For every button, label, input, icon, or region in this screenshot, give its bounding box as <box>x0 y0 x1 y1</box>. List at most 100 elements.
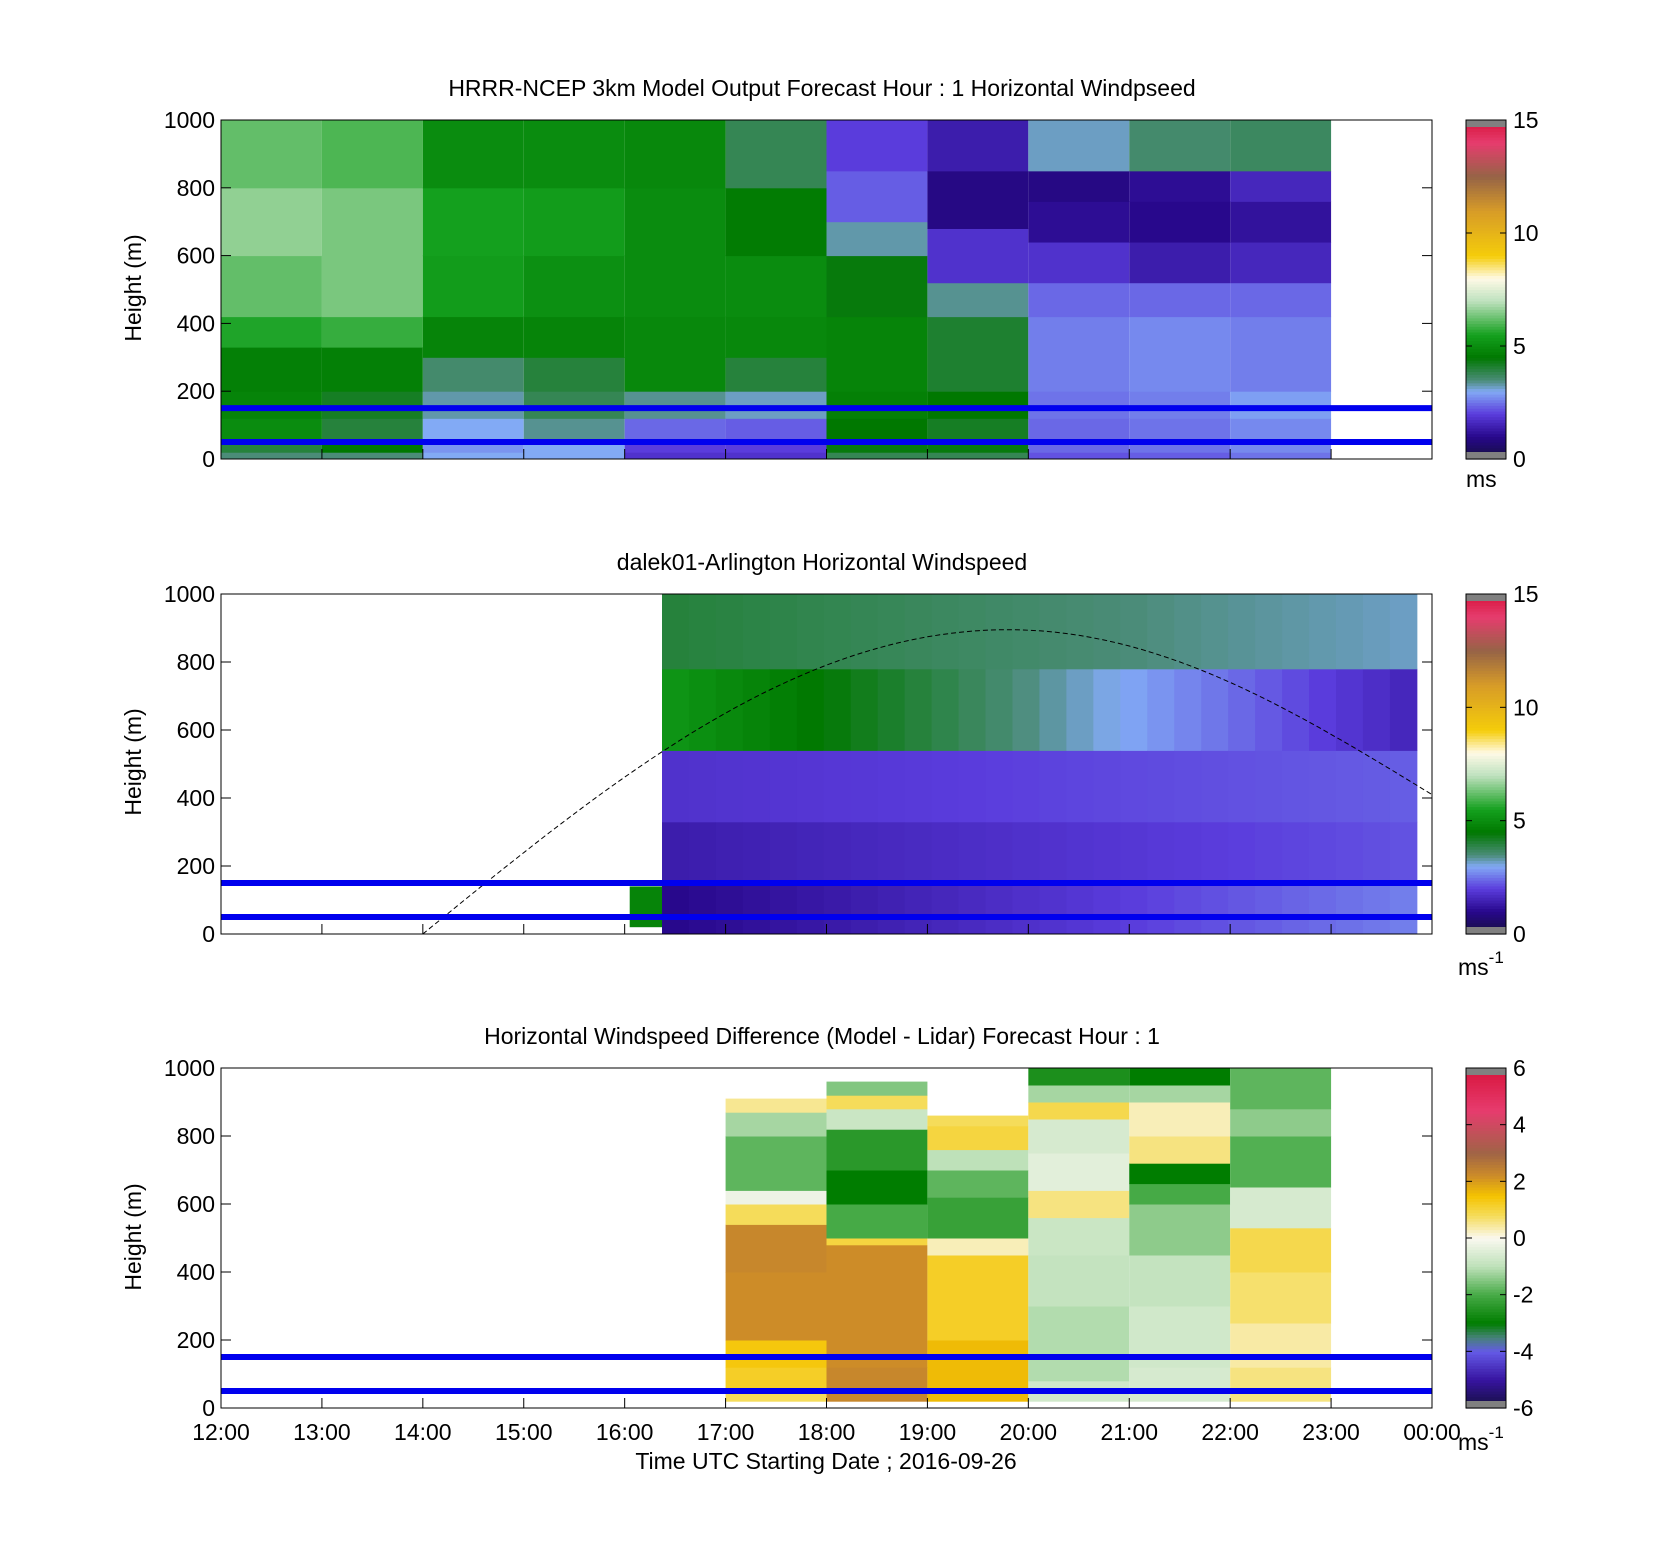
heatmap-cell <box>927 1197 1029 1239</box>
colorbar-tick-label: 0 <box>1513 1225 1526 1251</box>
colorbar-segment <box>1466 1393 1506 1398</box>
colorbar-segment <box>1466 826 1506 830</box>
heatmap-cell <box>826 1108 928 1130</box>
colorbar-segment <box>1466 718 1506 723</box>
profile-cell <box>1012 750 1040 823</box>
profile-cell <box>796 883 825 935</box>
colorbar-segment <box>1466 213 1506 217</box>
colorbar-segment <box>1466 880 1506 884</box>
heatmap-cell <box>927 1115 1029 1127</box>
heatmap-cell <box>523 187 625 257</box>
colorbar-segment <box>1466 379 1506 384</box>
profile-cell <box>1093 821 1121 884</box>
profile-cell <box>688 750 717 823</box>
heatmap-cell <box>221 391 322 419</box>
profile-cell <box>1228 821 1256 884</box>
lidar-panel-ylabel: Height (m) <box>120 708 146 815</box>
colorbar-segment <box>1466 170 1506 175</box>
heatmap-cell <box>725 316 827 358</box>
profile-cell <box>958 821 987 884</box>
colorbar-segment <box>1466 156 1506 161</box>
colorbar-segment <box>1466 306 1506 310</box>
heatmap-cell <box>321 452 423 460</box>
heatmap-cell <box>1028 1085 1130 1103</box>
colorbar-segment <box>1466 297 1506 302</box>
colorbar-segment <box>1466 1198 1506 1202</box>
colorbar-segment <box>1466 1274 1506 1279</box>
colorbar-segment <box>1466 681 1506 686</box>
colorbar-segment <box>1466 1263 1506 1267</box>
colorbar-segment <box>1466 391 1506 395</box>
heatmap-cell <box>523 418 625 440</box>
x-tick-label: 21:00 <box>1100 1419 1158 1445</box>
colorbar-segment <box>1466 1240 1506 1245</box>
colorbar-segment <box>1466 1167 1506 1171</box>
colorbar-segment <box>1466 1272 1506 1276</box>
heatmap-cell <box>624 316 726 358</box>
colorbar-segment <box>1466 331 1506 336</box>
profile-cell <box>1362 883 1391 935</box>
colorbar-segment <box>1466 673 1506 677</box>
y-tick-label: 400 <box>177 785 215 811</box>
heatmap-cell <box>523 255 625 318</box>
y-tick-label: 200 <box>177 1327 215 1353</box>
profile-cell <box>1039 883 1067 935</box>
heatmap-cell <box>321 391 423 419</box>
colorbar-segment <box>1466 619 1506 623</box>
colorbar-segment <box>1466 1175 1506 1180</box>
colorbar-segment <box>1466 309 1506 313</box>
profile-cell <box>715 594 744 670</box>
heatmap-cell <box>1230 1227 1332 1273</box>
heatmap-cell <box>221 255 322 318</box>
profile-cell <box>1228 750 1256 823</box>
colorbar-segment <box>1466 1297 1506 1301</box>
profile-cell <box>850 668 879 751</box>
colorbar-segment <box>1466 1391 1506 1395</box>
heatmap-cell <box>725 1098 827 1113</box>
colorbar-segment <box>1466 894 1506 898</box>
heatmap-cell <box>1129 242 1231 284</box>
profile-cell <box>1309 883 1337 935</box>
colorbar-segment <box>1466 1269 1506 1273</box>
colorbar-segment <box>1466 690 1506 694</box>
colorbar-segment <box>1466 851 1506 856</box>
heatmap-cell <box>927 282 1029 318</box>
colorbar-segment <box>1466 653 1506 657</box>
colorbar-segment <box>1466 258 1506 262</box>
profile-cell <box>769 750 798 823</box>
heatmap-cell <box>725 1272 827 1341</box>
colorbar-segment <box>1466 1283 1506 1287</box>
colorbar-segment <box>1466 1107 1506 1112</box>
colorbar-segment <box>1466 611 1506 615</box>
colorbar-segment <box>1466 337 1506 341</box>
colorbar-segment <box>1466 664 1506 669</box>
profile-cell <box>904 883 933 935</box>
profile-cell <box>796 750 825 823</box>
colorbar-segment <box>1466 388 1506 392</box>
colorbar-segment <box>1466 820 1506 825</box>
colorbar-segment <box>1466 1342 1506 1347</box>
profile-cell <box>1335 668 1364 751</box>
colorbar-segment <box>1466 599 1506 604</box>
heatmap-cell <box>1230 1108 1332 1137</box>
heatmap-cell <box>826 255 928 318</box>
y-tick-label: 1000 <box>164 1055 215 1081</box>
colorbar-segment <box>1466 396 1506 401</box>
colorbar-segment <box>1466 1320 1506 1324</box>
profile-cell <box>796 594 825 670</box>
heatmap-cell <box>523 120 625 189</box>
heatmap-cell <box>927 1255 1029 1341</box>
heatmap-cell <box>1230 1136 1332 1188</box>
colorbar-segment <box>1466 374 1506 378</box>
heatmap-cell <box>927 391 1029 419</box>
colorbar-segment <box>1466 216 1506 220</box>
heatmap-cell <box>1028 282 1130 318</box>
profile-cell <box>1255 594 1283 670</box>
profile-cell <box>1309 668 1337 751</box>
colorbar-segment <box>1466 1079 1506 1083</box>
heatmap-cell <box>422 316 524 358</box>
heatmap-cell <box>422 418 524 440</box>
colorbar-tick-label: -6 <box>1513 1395 1533 1421</box>
colorbar-segment <box>1466 1124 1506 1129</box>
